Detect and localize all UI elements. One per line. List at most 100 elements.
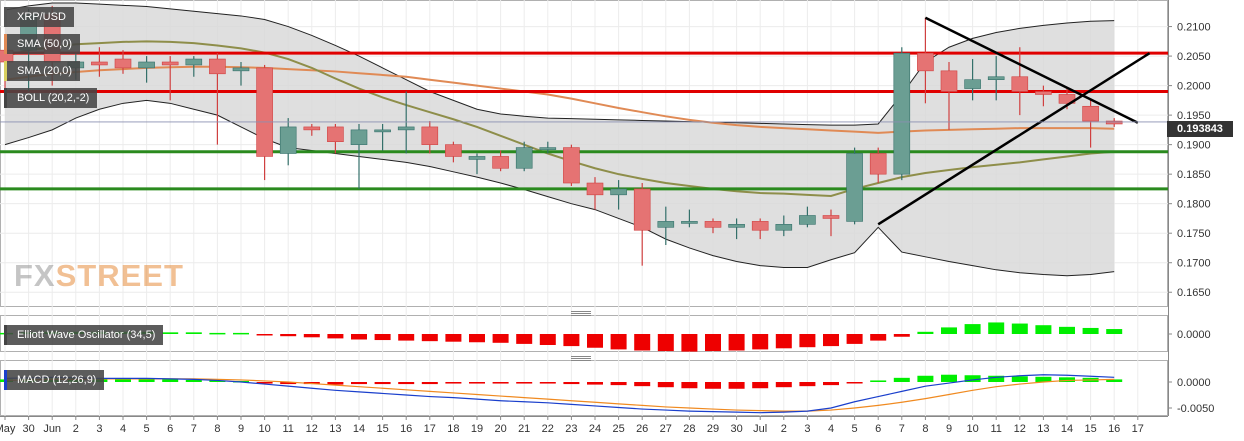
x-tick-label: 3 xyxy=(804,423,810,435)
bollinger-lower-line xyxy=(4,99,1115,277)
legend-pair: XRP/USD xyxy=(4,7,74,27)
x-tick-label: 11 xyxy=(282,423,293,435)
candle-body xyxy=(539,147,557,150)
ewo-bar xyxy=(303,334,320,338)
ewo-bar xyxy=(681,334,698,352)
x-tick-label: 30 xyxy=(22,423,34,435)
macd-line xyxy=(4,374,1115,414)
x-tick-label: 5 xyxy=(144,423,150,435)
candle-body xyxy=(350,129,368,145)
ewo-bar xyxy=(657,334,674,352)
x-tick-label: 15 xyxy=(376,423,388,435)
macd-histogram-bar xyxy=(374,382,391,385)
x-tick-label: 4 xyxy=(120,423,126,435)
ewo-bar xyxy=(162,332,179,334)
candle-body xyxy=(586,182,604,196)
x-tick-label: 16 xyxy=(1108,423,1120,435)
macd-histogram-bar xyxy=(917,375,934,382)
ewo-bar xyxy=(327,334,344,339)
y-tick-label: 0.1700 xyxy=(1177,258,1211,270)
ewo-bar xyxy=(1059,326,1075,334)
x-tick-label: May xyxy=(0,423,16,435)
legend-macd: MACD (12,26,9) xyxy=(4,370,105,390)
macd-histogram-bar xyxy=(327,382,344,385)
ewo-bar xyxy=(893,334,910,337)
ewo-bar xyxy=(634,334,651,351)
y-tick-label: 0.2050 xyxy=(1177,51,1211,63)
macd-histogram-bar xyxy=(280,382,297,385)
candle-body xyxy=(256,67,273,157)
x-tick-label: 14 xyxy=(1061,423,1073,435)
candle-body xyxy=(1035,91,1052,95)
trendline xyxy=(924,16,1139,124)
macd-histogram-bar xyxy=(610,382,627,386)
bollinger-band-fill xyxy=(5,2,1115,276)
candle-body xyxy=(114,58,132,69)
candle-body xyxy=(775,224,793,231)
macd-histogram-bar xyxy=(634,382,651,387)
ewo-bar xyxy=(280,334,297,337)
macd-histogram-bar xyxy=(1011,376,1028,382)
macd-histogram-bar xyxy=(516,382,533,384)
candle-body xyxy=(799,215,816,225)
ewo-bar xyxy=(799,334,816,348)
x-tick-label: 3 xyxy=(96,423,102,435)
candle-body xyxy=(492,156,509,169)
x-tick-label: 7 xyxy=(191,423,197,435)
macd-histogram-bar xyxy=(138,378,155,382)
macd-histogram-bar xyxy=(115,378,131,382)
macd-histogram-bar xyxy=(469,382,485,384)
y-tick-label: 0.1850 xyxy=(1177,169,1211,181)
legend-sma20: SMA (20,0) xyxy=(4,61,81,81)
candle-body xyxy=(421,126,439,145)
candle-body xyxy=(633,188,651,231)
ewo-bar xyxy=(870,334,887,341)
trendline xyxy=(877,52,1151,226)
macd-histogram-bar xyxy=(681,382,698,389)
x-tick-label: 13 xyxy=(1037,423,1049,435)
candle-body xyxy=(704,221,722,228)
x-tick-label: 24 xyxy=(589,423,601,435)
candle-body xyxy=(869,153,887,175)
last-price-tag: 0.193843 xyxy=(1167,121,1233,137)
candle-body xyxy=(303,126,321,131)
legend-ewo: Elliott Wave Oscillator (34,5) xyxy=(4,325,164,345)
candle-body xyxy=(610,188,627,196)
candle-body xyxy=(964,79,981,89)
ewo-bar xyxy=(988,322,1005,334)
x-tick-label: Jun xyxy=(43,423,61,435)
macd-histogram-bar xyxy=(752,382,769,389)
ewo-bar xyxy=(752,334,769,350)
legend-sma50: SMA (50,0) xyxy=(4,34,81,54)
macd-histogram-bar xyxy=(492,382,509,384)
candle-body xyxy=(91,61,108,66)
candle-body xyxy=(917,52,934,72)
ewo-bar xyxy=(445,334,462,342)
ewo-bar xyxy=(256,334,273,336)
panel-frame-2 xyxy=(0,360,1168,416)
macd-histogram-bar xyxy=(823,382,839,386)
ewo-bar xyxy=(469,334,485,343)
ewo-bar xyxy=(941,327,957,334)
ewo-bar xyxy=(1082,327,1099,334)
candle-body xyxy=(138,61,155,69)
ewo-bar xyxy=(964,324,981,334)
x-tick-label: 29 xyxy=(707,423,719,435)
macd-histogram-bar xyxy=(1106,379,1123,382)
sma-20-line xyxy=(4,40,1115,198)
ewo-bar xyxy=(492,334,509,343)
pane-resize-handle-icon[interactable] xyxy=(571,356,591,362)
x-tick-label: 13 xyxy=(329,423,341,435)
pane-resize-handle-icon[interactable] xyxy=(571,311,591,317)
x-tick-label: 25 xyxy=(612,423,624,435)
macd-histogram-bar xyxy=(728,382,745,389)
y-tick-label: 0.2000 xyxy=(1177,81,1211,93)
x-tick-label: 9 xyxy=(946,423,952,435)
x-tick-label: 12 xyxy=(306,423,318,435)
x-tick-label: 27 xyxy=(660,423,672,435)
candle-body xyxy=(374,129,391,133)
candle-body xyxy=(822,215,840,219)
ewo-bar xyxy=(209,332,226,335)
x-tick-label: 30 xyxy=(730,423,742,435)
